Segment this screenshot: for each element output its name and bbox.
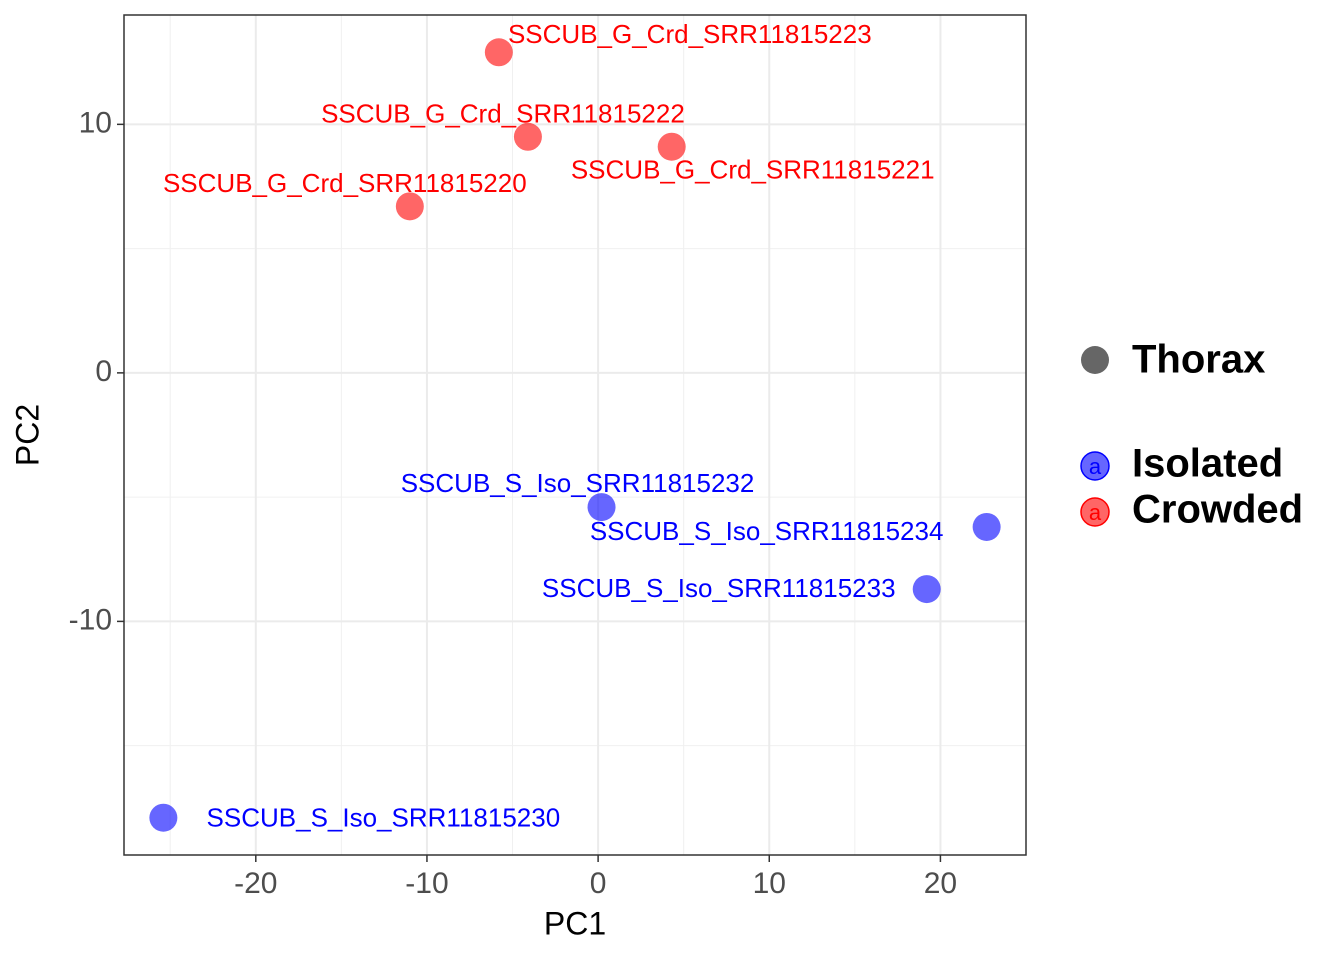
legend-label: Crowded [1132, 488, 1303, 532]
x-tick-label: 0 [590, 867, 607, 900]
point-label: SSCUB_G_Crd_SRR11815221 [571, 155, 935, 185]
point [149, 803, 178, 832]
point-label: SSCUB_S_Iso_SRR11815234 [590, 516, 944, 546]
x-tick-label: -10 [405, 867, 448, 900]
point [587, 493, 616, 522]
y-tick-label: 0 [95, 355, 112, 388]
point [484, 38, 513, 67]
legend-key [1080, 497, 1110, 527]
point [395, 192, 424, 221]
legend-label: Isolated [1132, 442, 1283, 486]
point-label: SSCUB_S_Iso_SRR11815232 [401, 468, 755, 498]
point-label: SSCUB_S_Iso_SRR11815230 [207, 803, 561, 833]
point [972, 512, 1001, 541]
point-label: SSCUB_G_Crd_SRR11815222 [321, 99, 685, 129]
point [513, 122, 542, 151]
x-axis-title: PC1 [544, 905, 606, 941]
legend-shape-key [1081, 346, 1109, 374]
point-label: SSCUB_G_Crd_SRR11815220 [163, 168, 527, 198]
point-label: SSCUB_G_Crd_SRR11815223 [508, 19, 872, 49]
y-tick-label: 10 [79, 106, 112, 139]
legend-key-glyph: a [1089, 454, 1102, 479]
legend-key-glyph: a [1089, 500, 1102, 525]
legend-label: Thorax [1132, 338, 1265, 382]
plot-border [123, 14, 1027, 856]
x-tick-label: 10 [753, 867, 786, 900]
legend-key [1080, 451, 1110, 481]
x-tick-label: 20 [924, 867, 957, 900]
x-tick-label: -20 [234, 867, 277, 900]
y-tick-label: -10 [69, 603, 112, 636]
point [912, 575, 941, 604]
y-axis-title: PC2 [9, 404, 45, 466]
point-label: SSCUB_S_Iso_SRR11815233 [542, 573, 896, 603]
point [657, 132, 686, 161]
